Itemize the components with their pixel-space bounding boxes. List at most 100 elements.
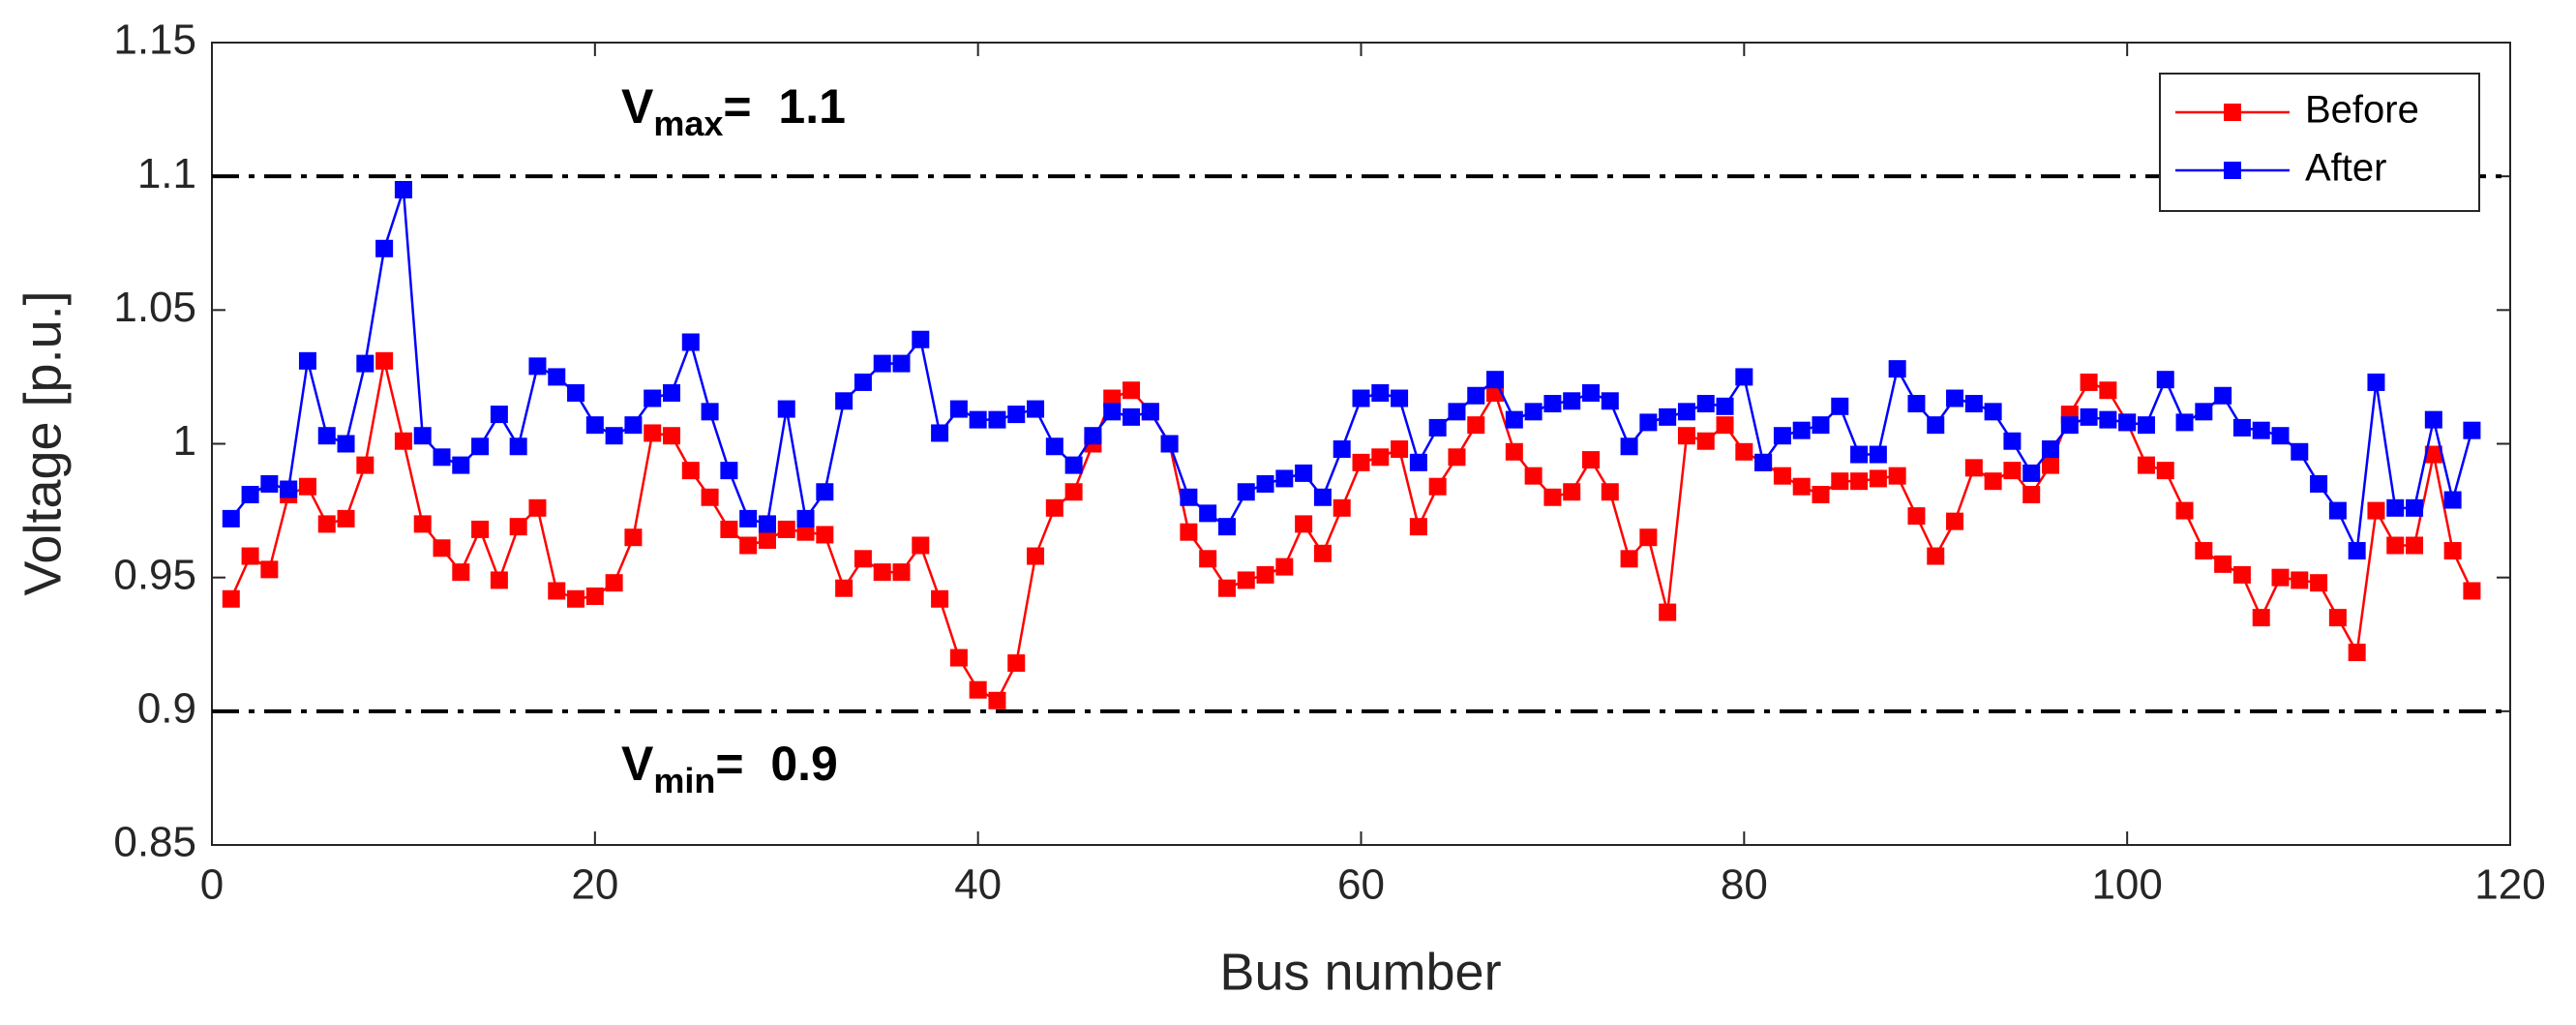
legend-marker bbox=[2224, 104, 2241, 121]
data-point bbox=[2137, 416, 2155, 435]
data-point bbox=[490, 571, 508, 589]
data-point bbox=[2080, 407, 2098, 426]
series-line bbox=[229, 360, 2473, 703]
data-point bbox=[1027, 400, 1045, 418]
data-point bbox=[701, 403, 719, 421]
data-point bbox=[1754, 453, 1773, 471]
data-point bbox=[490, 406, 508, 424]
data-point bbox=[298, 351, 316, 370]
data-point bbox=[796, 509, 815, 528]
data-point bbox=[720, 462, 738, 480]
x-tick-label: 60 bbox=[1337, 861, 1385, 909]
data-point bbox=[1333, 498, 1351, 517]
data-point bbox=[988, 410, 1006, 429]
data-point bbox=[452, 456, 470, 474]
data-point bbox=[2060, 416, 2079, 435]
data-point bbox=[1467, 386, 1485, 405]
series-line bbox=[229, 189, 2473, 556]
data-point bbox=[1831, 472, 1849, 491]
data-point bbox=[1984, 472, 2002, 491]
data-point bbox=[1027, 547, 1045, 565]
data-point bbox=[777, 520, 795, 538]
data-point bbox=[2271, 427, 2290, 445]
data-point bbox=[663, 383, 680, 402]
data-point bbox=[1275, 469, 1294, 488]
data-point bbox=[2214, 386, 2232, 405]
annotation: Vmax= 1.1 bbox=[621, 79, 846, 142]
data-point bbox=[2291, 442, 2309, 461]
data-point bbox=[1677, 403, 1695, 421]
annotation-symbol: V bbox=[621, 79, 654, 134]
data-point bbox=[1045, 437, 1063, 456]
data-point bbox=[739, 509, 758, 528]
data-point bbox=[701, 488, 719, 506]
data-point bbox=[1217, 518, 1236, 536]
data-point bbox=[1812, 416, 1830, 435]
data-point bbox=[1505, 442, 1523, 461]
data-point bbox=[1716, 416, 1734, 435]
legend-label: Before bbox=[2305, 89, 2419, 132]
data-point bbox=[1716, 397, 1734, 415]
data-point bbox=[1964, 459, 1983, 477]
data-point bbox=[2463, 582, 2481, 600]
data-point bbox=[1927, 416, 1945, 435]
data-point bbox=[1448, 448, 1466, 467]
data-point bbox=[720, 520, 738, 538]
data-point bbox=[433, 448, 451, 467]
data-point bbox=[1639, 413, 1658, 432]
data-point bbox=[816, 526, 834, 544]
data-point bbox=[2406, 498, 2424, 517]
data-point bbox=[356, 456, 374, 474]
data-point bbox=[2214, 555, 2232, 573]
data-point bbox=[949, 648, 968, 667]
data-point bbox=[1601, 392, 1619, 410]
data-point bbox=[2310, 474, 2328, 493]
data-point bbox=[2022, 464, 2041, 482]
data-point bbox=[2328, 609, 2347, 627]
data-point bbox=[835, 392, 854, 410]
data-point bbox=[2386, 536, 2405, 555]
legend-box bbox=[2159, 73, 2480, 212]
data-point bbox=[2291, 571, 2309, 589]
data-point bbox=[931, 589, 949, 608]
data-point bbox=[509, 518, 527, 536]
data-point bbox=[2271, 568, 2290, 587]
data-point bbox=[1850, 445, 1869, 464]
data-point bbox=[873, 563, 891, 582]
data-point bbox=[1907, 507, 1926, 526]
x-tick-label: 40 bbox=[954, 861, 1002, 909]
data-point bbox=[912, 330, 930, 348]
data-point bbox=[1888, 360, 1906, 378]
data-point bbox=[1409, 518, 1427, 536]
data-point bbox=[1199, 504, 1217, 523]
data-point bbox=[317, 427, 336, 445]
data-point bbox=[1677, 427, 1695, 445]
y-tick-label: 1.15 bbox=[113, 16, 196, 64]
data-point bbox=[222, 509, 240, 528]
data-point bbox=[452, 563, 470, 582]
data-point bbox=[892, 563, 911, 582]
data-point bbox=[1007, 654, 1026, 673]
data-point bbox=[317, 515, 336, 533]
data-point bbox=[1563, 483, 1581, 501]
data-point bbox=[949, 400, 968, 418]
data-point bbox=[1199, 550, 1217, 568]
data-point bbox=[605, 427, 623, 445]
data-point bbox=[2348, 542, 2366, 560]
y-tick-label: 1.05 bbox=[113, 284, 196, 331]
data-point bbox=[471, 437, 490, 456]
data-point bbox=[1007, 406, 1026, 424]
data-point bbox=[375, 351, 394, 370]
data-point bbox=[1256, 474, 1274, 493]
data-point bbox=[2367, 373, 2385, 391]
data-point bbox=[548, 582, 566, 600]
data-point bbox=[644, 424, 662, 442]
data-point bbox=[280, 480, 298, 498]
data-point bbox=[2003, 432, 2022, 450]
data-point bbox=[1313, 488, 1332, 506]
data-point bbox=[1428, 477, 1447, 496]
data-point bbox=[2156, 462, 2174, 480]
data-point bbox=[1160, 435, 1179, 453]
data-point bbox=[1696, 395, 1715, 413]
